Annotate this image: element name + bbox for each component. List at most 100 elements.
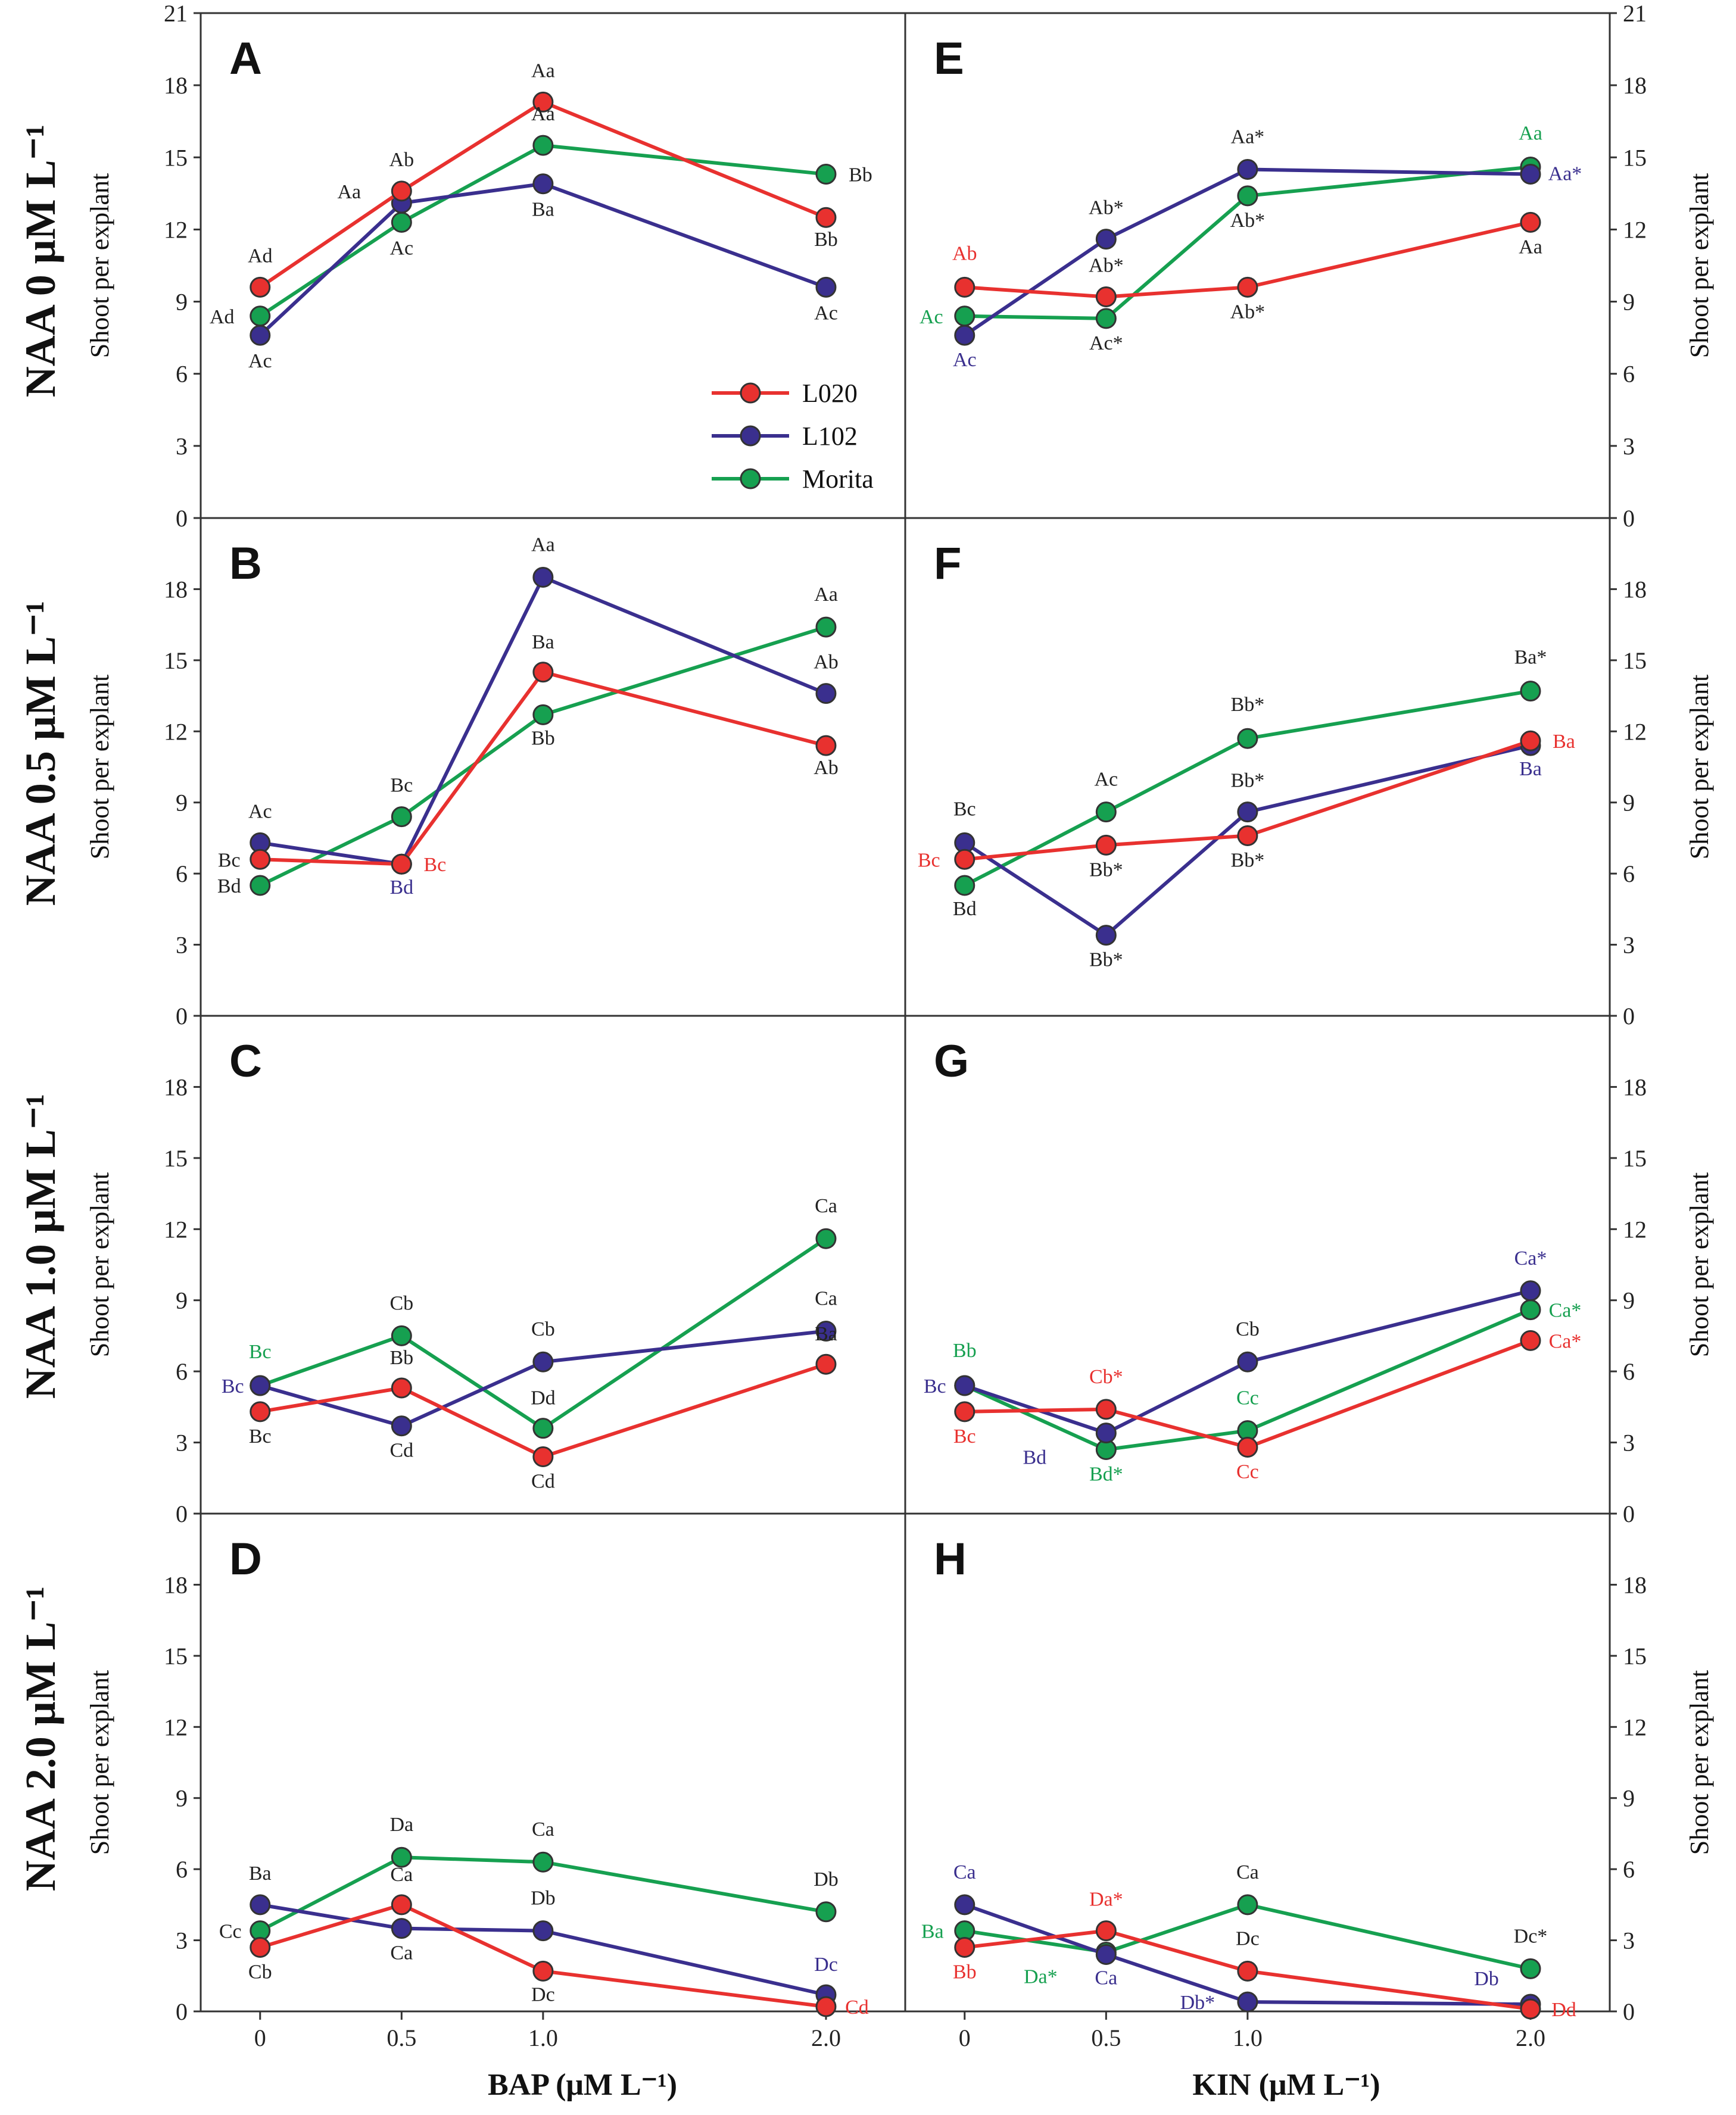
data-point-Morita xyxy=(391,211,412,233)
data-label-Morita: Cc xyxy=(1236,1387,1259,1409)
data-point-Morita xyxy=(954,875,975,896)
data-label-L020: Bb* xyxy=(1231,849,1265,871)
y-tick-label: 6 xyxy=(176,361,188,388)
y-tick-label: 3 xyxy=(176,1430,188,1456)
panels: A 0 3 6 9 12 15 18 21 Shoot per explant Ad Ab Aa Bb Ac… xyxy=(85,0,1714,2051)
data-label-Morita: Bb* xyxy=(1231,694,1265,716)
y-axis-label: Shoot per explant xyxy=(1685,675,1714,859)
data-point-L102 xyxy=(815,276,837,298)
y-tick-label: 6 xyxy=(1623,860,1635,887)
panel-frame xyxy=(904,1512,1611,2013)
data-point-L020 xyxy=(532,1960,554,1982)
data-label-L102: Ab* xyxy=(1089,197,1124,219)
series-line-Morita xyxy=(259,1237,827,1430)
series-line-Morita xyxy=(259,1855,827,1933)
data-point-L020 xyxy=(1095,834,1117,856)
data-point-Morita xyxy=(1520,1958,1541,1979)
x-tick-label: 0.5 xyxy=(387,2024,416,2051)
y-tick-label: 15 xyxy=(1623,647,1647,674)
data-label-Morita: Ac xyxy=(1094,769,1118,791)
data-point-L020 xyxy=(1237,825,1258,846)
y-tick-label: 0 xyxy=(1623,1998,1635,2025)
data-point-L102 xyxy=(532,567,554,588)
y-axis-label: Shoot per explant xyxy=(1685,1172,1714,1357)
data-point-Morita xyxy=(532,135,554,156)
data-point-L102 xyxy=(532,1920,554,1942)
data-label-L102: Bc xyxy=(924,1375,946,1397)
row-label-naa2: NAA 2.0 μM L⁻¹ xyxy=(17,1586,64,1891)
data-label-Morita: Bb xyxy=(953,1340,977,1362)
data-label-L020: Bc xyxy=(918,849,940,871)
panel-letter: F xyxy=(934,538,961,589)
data-label-Morita: Da* xyxy=(1024,1966,1058,1988)
data-label-L020: Bc xyxy=(249,1425,272,1448)
data-point-Morita xyxy=(1237,185,1258,207)
data-label-L020: Ab xyxy=(952,242,977,264)
data-point-L020 xyxy=(250,1937,271,1958)
data-point-L020 xyxy=(954,849,975,870)
data-point-Morita xyxy=(391,806,412,828)
panel-frame xyxy=(200,1512,906,2013)
data-label-L102: Bd xyxy=(389,876,413,899)
data-point-L020 xyxy=(391,1377,412,1399)
series-line-L020 xyxy=(259,100,827,289)
y-tick-label: 0 xyxy=(1623,505,1635,532)
y-axis-label: Shoot per explant xyxy=(1685,173,1714,358)
data-point-L020 xyxy=(391,1894,412,1916)
data-point-L020 xyxy=(815,207,837,228)
y-tick-label: 6 xyxy=(1623,1856,1635,1883)
data-point-L020 xyxy=(954,1401,975,1423)
data-label-Morita: Bd* xyxy=(1089,1464,1123,1486)
data-label-L102: Bc xyxy=(953,798,976,820)
series-line-L102 xyxy=(258,182,827,337)
data-label-Morita: Bb xyxy=(849,164,872,186)
y-tick-label: 3 xyxy=(1623,1927,1635,1954)
y-tick-label: 0 xyxy=(176,1003,188,1030)
data-point-L020 xyxy=(1520,730,1541,751)
data-point-L102 xyxy=(391,1415,412,1437)
legend-marker-L102 xyxy=(740,425,761,447)
data-label-L102: Ba xyxy=(249,1863,272,1885)
data-label-Morita: Aa xyxy=(531,103,555,125)
data-label-Morita: Bd xyxy=(953,898,977,920)
data-point-Morita xyxy=(1095,801,1117,823)
y-tick-label: 18 xyxy=(164,1074,188,1100)
panel-B: B 0 3 6 9 12 15 18 Shoot per explant Bc Bc Ba Ab Ac Bd… xyxy=(85,517,906,1030)
y-tick-label: 0 xyxy=(176,1501,188,1527)
data-point-Morita xyxy=(532,1418,554,1439)
data-point-L102 xyxy=(1095,1944,1117,1965)
data-label-Morita: Ac* xyxy=(1089,332,1123,354)
data-point-L102 xyxy=(1237,1351,1258,1372)
data-point-L102 xyxy=(954,1375,975,1396)
y-tick-label: 18 xyxy=(164,576,188,603)
data-point-L020 xyxy=(1520,1330,1541,1351)
data-point-Morita xyxy=(815,1228,837,1249)
x-tick-label: 2.0 xyxy=(1516,2024,1545,2051)
data-label-L020: Ab xyxy=(814,757,839,779)
data-label-L102: Db xyxy=(531,1888,556,1910)
data-label-L102: Ca* xyxy=(1514,1247,1547,1269)
data-label-L020: Ba xyxy=(1553,731,1575,753)
panel-letter: C xyxy=(229,1036,262,1087)
y-tick-label: 15 xyxy=(1623,1145,1647,1172)
data-label-L020: Ab* xyxy=(1089,254,1124,276)
y-axis-label: Shoot per explant xyxy=(85,1172,114,1357)
series-line-L020 xyxy=(964,739,1531,862)
data-point-L102 xyxy=(250,325,271,346)
data-point-L102 xyxy=(954,325,975,346)
data-label-Morita: Bb xyxy=(531,727,555,749)
data-label-L020: Da* xyxy=(1089,1889,1123,1911)
y-tick-label: 3 xyxy=(1623,932,1635,959)
y-tick-label: 12 xyxy=(1623,1216,1647,1243)
data-label-L020: Ad xyxy=(248,245,273,267)
data-label-L102: Cd xyxy=(389,1440,413,1462)
data-point-L020 xyxy=(250,1401,271,1423)
x-tick-label: 2.0 xyxy=(811,2024,841,2051)
y-tick-label: 18 xyxy=(1623,1074,1647,1100)
data-point-L020 xyxy=(815,1353,837,1375)
data-label-L102: Aa* xyxy=(1548,163,1582,185)
y-tick-label: 21 xyxy=(1623,0,1647,27)
data-point-L102 xyxy=(1520,164,1541,185)
data-label-Morita: Dc* xyxy=(1514,1925,1548,1947)
y-tick-label: 3 xyxy=(176,433,188,460)
